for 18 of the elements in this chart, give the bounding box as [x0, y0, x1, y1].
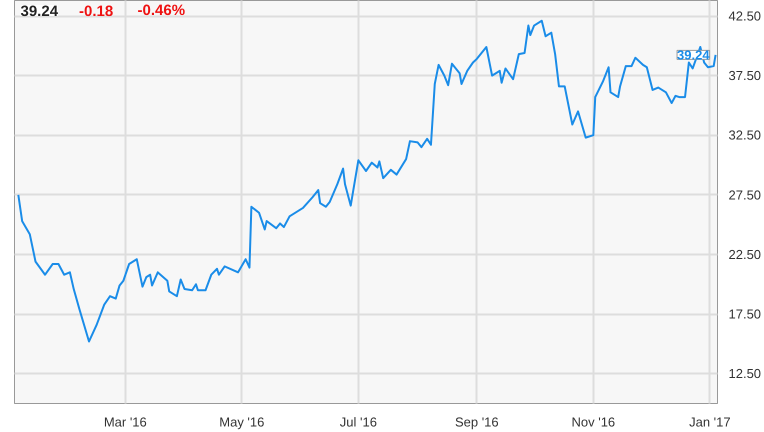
y-tick-label: 22.50 [728, 246, 762, 262]
line-series [17, 20, 717, 342]
y-tick-label: 42.50 [728, 8, 762, 24]
annotation: 39.24 [677, 47, 710, 62]
annotation: 39.24 [20, 3, 59, 20]
y-tick-label: 37.50 [728, 68, 762, 84]
x-tick-label: Nov '16 [571, 414, 616, 430]
x-tick-label: Jan '17 [689, 414, 731, 430]
x-tick-label: Sep '16 [454, 414, 499, 430]
x-tick-label: Jul '16 [340, 414, 377, 430]
annotation: -0.18 [79, 3, 114, 20]
y-tick-label: 17.50 [728, 306, 762, 322]
y-tick-label: 12.50 [728, 366, 762, 382]
y-tick-label: 32.50 [728, 128, 762, 143]
x-tick-label: Mar '16 [104, 414, 147, 430]
annotation: -0.46% [138, 2, 186, 19]
y-tick-label: 27.50 [728, 187, 762, 202]
x-tick-label: May '16 [219, 414, 264, 430]
